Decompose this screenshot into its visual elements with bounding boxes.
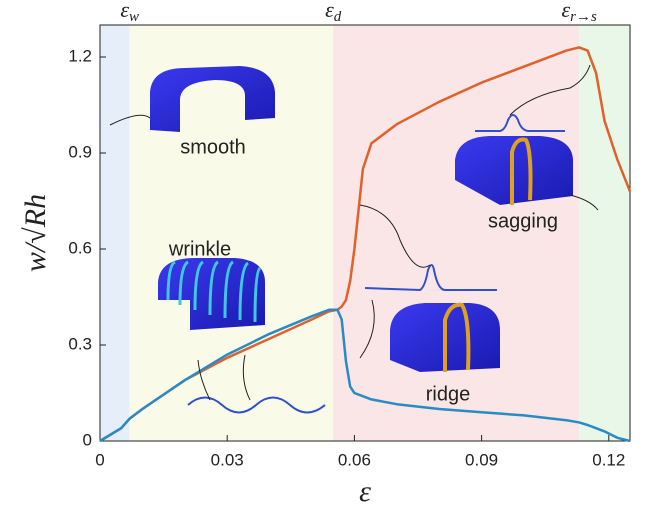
ridge-band [443,302,471,372]
subscript: r→s [570,9,597,25]
inset-label: sagging [488,210,558,232]
x-tick-label: 0.09 [465,450,498,469]
smooth-shape [150,66,275,132]
region-label: εd [325,0,342,25]
labels: εw εd εr→s0 0.03 0.06 0.09 0.1200.30.60.91.2εw… [19,0,625,508]
symbol: ε [325,0,334,22]
plot-frame [99,24,631,442]
x-tick-label: 0.06 [338,450,371,469]
x-tick-label: 0.03 [211,450,244,469]
series-line [99,308,631,443]
leader [359,204,431,268]
profile [187,396,326,414]
profile [475,114,565,132]
wrinkle-stripes [166,260,262,323]
symbol: ε [120,0,129,22]
region [579,25,630,441]
inset-label: wrinkle [168,238,231,260]
leader [109,114,151,126]
leader [359,299,375,359]
series-line [99,46,632,443]
leader [509,64,591,116]
leader [569,194,599,211]
y-tick-label: 1.2 [68,46,92,65]
subscript: w [129,9,139,25]
series [99,46,632,443]
leader [197,359,211,401]
y-tick-label: 0.6 [68,238,92,257]
subscript: d [334,9,342,25]
y-tick-label: 0.3 [68,334,92,353]
inset-label: smooth [180,136,246,158]
symbol: ε [561,0,570,22]
inset-label: ridge [426,383,470,405]
leader [242,354,251,401]
y-axis-label: w/√Rh [19,194,52,272]
x-tick-label: 0 [95,450,104,469]
region [333,25,580,441]
y-tick-label: 0 [83,430,92,449]
x-tick-label: 0.12 [592,450,625,469]
region [100,25,130,441]
x-axis-label: ε [359,475,371,508]
y-tick-label: 0.9 [68,142,92,161]
sagging-band [510,137,533,205]
region-label: εw [120,0,139,25]
profile [364,264,497,292]
insets [109,64,599,414]
region-label: εr→s [561,0,597,25]
